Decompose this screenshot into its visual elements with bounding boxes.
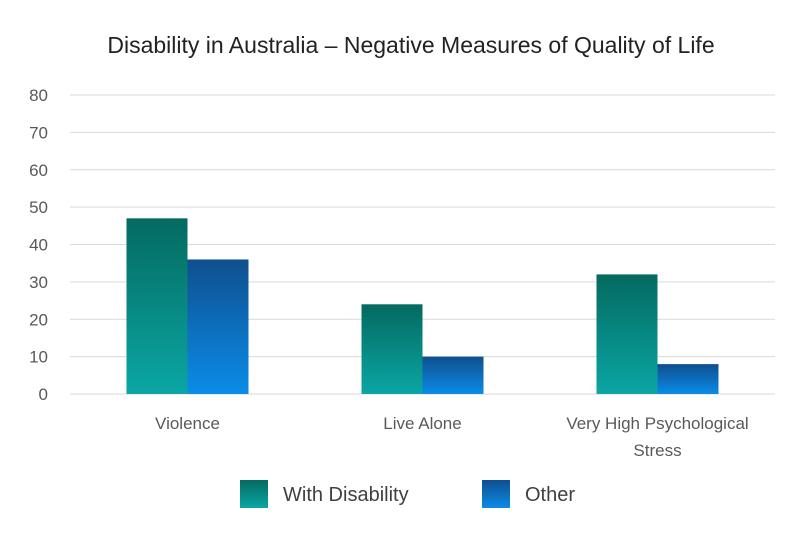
bar-with-disability-1 xyxy=(361,304,423,394)
chart-title: Disability in Australia – Negative Measu… xyxy=(107,32,714,58)
bar-other-2 xyxy=(657,364,719,394)
x-category-label: Stress xyxy=(633,441,681,460)
y-tick-label: 30 xyxy=(29,273,48,292)
x-category-label: Very High Psychological xyxy=(566,414,748,433)
y-tick-label: 10 xyxy=(29,348,48,367)
bar-other-0 xyxy=(187,259,249,394)
bars xyxy=(126,218,719,394)
y-tick-label: 80 xyxy=(29,86,48,105)
y-axis-tick-labels: 0 10 20 30 40 50 60 70 80 xyxy=(29,86,48,404)
legend-swatch-with-disability xyxy=(240,480,268,508)
x-axis-category-labels: Violence Live Alone Very High Psychologica… xyxy=(155,414,749,460)
y-tick-label: 40 xyxy=(29,236,48,255)
y-tick-label: 0 xyxy=(39,385,48,404)
bar-other-1 xyxy=(422,356,484,394)
x-category-label: Violence xyxy=(155,414,220,433)
y-tick-label: 70 xyxy=(29,123,48,142)
y-tick-label: 50 xyxy=(29,198,48,217)
legend-swatch-other xyxy=(482,480,510,508)
legend-label: With Disability xyxy=(283,484,409,506)
y-tick-label: 60 xyxy=(29,161,48,180)
x-category-label: Live Alone xyxy=(383,414,461,433)
y-tick-label: 20 xyxy=(29,310,48,329)
bar-with-disability-0 xyxy=(126,218,188,394)
legend-label: Other xyxy=(525,484,575,506)
legend: With Disability Other xyxy=(240,480,575,508)
bar-with-disability-2 xyxy=(596,274,658,394)
